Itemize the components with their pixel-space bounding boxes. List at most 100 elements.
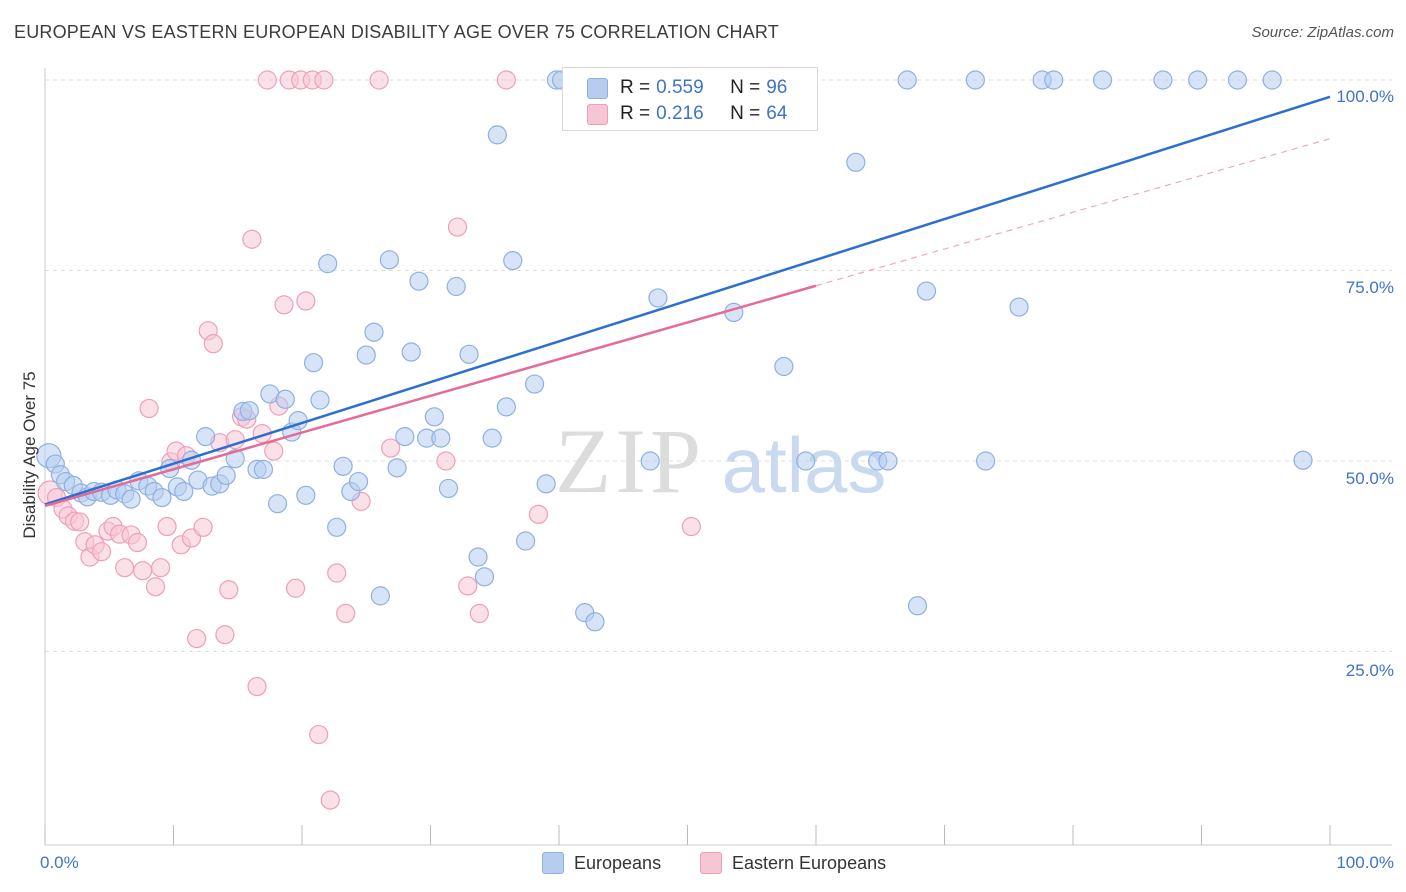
eastern-europeans-point — [242, 229, 262, 249]
eastern-trend-line — [44, 284, 817, 508]
europeans-point — [431, 428, 451, 448]
y-axis-label: Disability Age Over 75 — [20, 371, 39, 539]
chart-title: EUROPEAN VS EASTERN EUROPEAN DISABILITY … — [14, 22, 779, 42]
europeans-point — [310, 390, 330, 410]
europeans-point — [1293, 450, 1313, 470]
europeans-point — [239, 401, 259, 421]
europeans-point — [585, 612, 605, 632]
europeans-legend-label: Europeans — [574, 852, 662, 873]
eastern-europeans-point — [127, 532, 148, 553]
n-label: N = — [730, 77, 761, 98]
europeans-point — [409, 271, 429, 291]
europeans-point — [976, 451, 996, 471]
europeans-swatch — [587, 77, 608, 99]
europeans-point — [1153, 70, 1173, 90]
europeans-point — [965, 70, 985, 90]
eastern-europeans-point — [381, 438, 401, 458]
europeans-point — [878, 451, 898, 471]
europeans-point — [846, 152, 866, 172]
europeans-point — [648, 288, 668, 308]
eastern-europeans-point — [145, 577, 166, 597]
europeans-points — [36, 70, 1313, 632]
eastern-legend-swatch — [700, 852, 722, 874]
europeans-point — [356, 345, 376, 365]
x-tick-max: 100.0% — [1336, 853, 1394, 872]
europeans-point — [370, 586, 390, 606]
bottom-legend-eastern[interactable]: Eastern Europeans — [700, 852, 886, 874]
eastern-europeans-point — [285, 578, 306, 598]
europeans-point — [640, 451, 660, 471]
europeans-point — [267, 494, 288, 514]
eastern-europeans-point — [115, 558, 135, 578]
europeans-point — [907, 596, 928, 616]
y-tick-100: 100.0% — [1336, 87, 1394, 106]
europeans-point — [395, 427, 415, 447]
europeans-point — [174, 481, 194, 502]
europeans-point — [496, 397, 516, 417]
europeans-point — [1262, 70, 1282, 90]
eastern-europeans-point — [274, 295, 294, 315]
n-value-eastern: 64 — [766, 103, 788, 124]
y-tick-25: 25.0% — [1345, 661, 1394, 680]
eastern-europeans-point — [203, 334, 223, 354]
europeans-point — [474, 567, 495, 587]
europeans-point — [387, 458, 407, 478]
y-tick-75: 75.0% — [1345, 278, 1394, 297]
eastern-europeans-point — [133, 561, 153, 581]
europeans-legend-swatch — [542, 852, 564, 874]
trend-lines — [44, 95, 1331, 508]
europeans-point — [482, 428, 502, 448]
bottom-legend-europeans[interactable]: Europeans — [542, 852, 661, 874]
europeans-point — [1188, 70, 1208, 90]
europeans-point — [216, 465, 236, 486]
europeans-point — [536, 474, 556, 494]
europeans-point — [333, 456, 353, 476]
europeans-point — [121, 489, 141, 509]
europeans-point — [459, 344, 479, 364]
eastern-europeans-point — [157, 516, 177, 537]
europeans-point — [318, 254, 338, 274]
eastern-europeans-point — [528, 504, 549, 524]
europeans-point — [468, 547, 488, 567]
eastern-europeans-point — [469, 603, 489, 624]
r-label: R = — [620, 103, 651, 124]
europeans-point — [446, 276, 466, 297]
eastern-europeans-point — [309, 724, 329, 745]
europeans-point — [327, 517, 347, 537]
europeans-point — [438, 478, 459, 499]
eastern-europeans-points — [37, 70, 701, 810]
gridlines — [45, 79, 1392, 652]
r-value-europeans: 0.559 — [656, 77, 704, 98]
europeans-point — [524, 374, 545, 394]
axes — [44, 68, 1392, 846]
europeans-point — [152, 487, 172, 508]
eastern-europeans-point — [193, 517, 213, 537]
europeans-point — [379, 250, 399, 270]
eastern-europeans-point — [496, 70, 516, 90]
eastern-trend-extension — [815, 138, 1331, 287]
europeans-point — [916, 281, 937, 301]
europeans-point — [1044, 70, 1064, 90]
europeans-point — [515, 531, 536, 551]
stats-legend: R = 0.559 N = 96 R = 0.216 N = 64 — [562, 67, 818, 131]
europeans-trend-line — [44, 95, 1331, 506]
eastern-europeans-point — [296, 291, 316, 311]
europeans-point — [1227, 70, 1248, 90]
europeans-point — [1009, 297, 1029, 317]
europeans-point — [196, 427, 216, 447]
eastern-europeans-point — [447, 217, 468, 237]
source-label: Source: ZipAtlas.com — [1251, 24, 1394, 41]
eastern-europeans-point — [314, 70, 334, 90]
europeans-point — [487, 125, 507, 145]
eastern-europeans-point — [215, 625, 235, 645]
europeans-point — [348, 471, 369, 492]
europeans-point — [424, 407, 444, 427]
europeans-point — [774, 356, 794, 377]
eastern-europeans-point — [139, 398, 159, 419]
eastern-europeans-point — [436, 451, 456, 471]
eastern-europeans-point — [327, 563, 347, 583]
europeans-point — [296, 485, 316, 505]
eastern-europeans-point — [247, 676, 267, 697]
europeans-point — [253, 459, 274, 479]
x-tick-min: 0.0% — [40, 853, 79, 872]
